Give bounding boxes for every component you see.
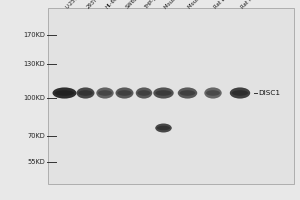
Ellipse shape <box>116 87 134 99</box>
Text: Mouse heart: Mouse heart <box>188 0 214 10</box>
Ellipse shape <box>180 90 195 96</box>
Text: THP-1: THP-1 <box>144 0 158 10</box>
Ellipse shape <box>178 87 197 99</box>
Text: Rat brain: Rat brain <box>213 0 234 10</box>
Ellipse shape <box>230 87 250 99</box>
Text: 170KD: 170KD <box>23 32 45 38</box>
Bar <box>48 8 294 184</box>
Text: 130KD: 130KD <box>23 61 45 67</box>
Ellipse shape <box>55 90 74 96</box>
Text: U-251: U-251 <box>64 0 79 10</box>
Ellipse shape <box>98 90 112 96</box>
Text: 55KD: 55KD <box>27 159 45 165</box>
Text: 293T: 293T <box>85 0 98 10</box>
Ellipse shape <box>78 90 93 96</box>
Text: 100KD: 100KD <box>23 95 45 101</box>
Text: Mouse pancreas: Mouse pancreas <box>164 0 197 10</box>
Ellipse shape <box>52 87 76 99</box>
Ellipse shape <box>155 123 172 132</box>
Ellipse shape <box>137 90 151 96</box>
Ellipse shape <box>153 87 174 99</box>
Ellipse shape <box>155 90 172 96</box>
Text: DISC1: DISC1 <box>258 90 280 96</box>
Ellipse shape <box>96 87 114 99</box>
Ellipse shape <box>117 90 132 96</box>
Ellipse shape <box>76 87 94 99</box>
Ellipse shape <box>157 126 170 130</box>
Text: HL-60: HL-60 <box>105 0 119 10</box>
Ellipse shape <box>232 90 248 96</box>
Ellipse shape <box>204 87 222 99</box>
Ellipse shape <box>136 87 152 99</box>
Text: 70KD: 70KD <box>27 133 45 139</box>
Ellipse shape <box>206 90 220 96</box>
Text: SW620: SW620 <box>124 0 141 10</box>
Text: Rat heart: Rat heart <box>240 0 261 10</box>
